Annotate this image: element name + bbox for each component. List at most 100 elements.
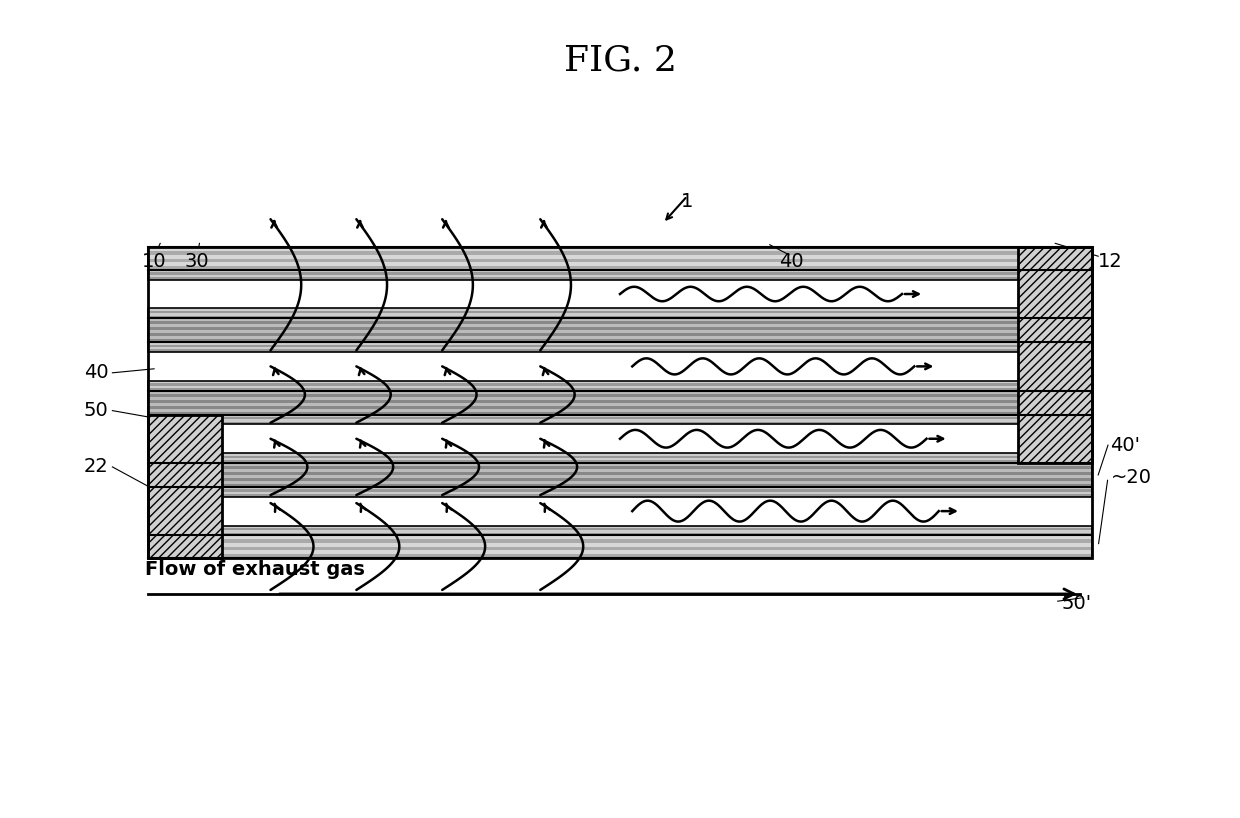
Bar	[148, 247, 1092, 251]
Bar	[148, 251, 1092, 255]
Bar	[148, 384, 1092, 385]
Text: 30: 30	[185, 252, 210, 272]
Bar	[148, 478, 1092, 481]
Text: 50: 50	[84, 401, 109, 420]
Bar	[148, 324, 1092, 327]
Bar	[148, 415, 1092, 417]
Text: 40': 40'	[1111, 436, 1141, 455]
Bar	[148, 526, 1092, 535]
Bar	[148, 458, 1092, 461]
Bar	[148, 528, 1092, 530]
Bar	[148, 497, 1092, 526]
Text: 40: 40	[780, 252, 804, 272]
Bar	[148, 318, 1092, 342]
Bar	[148, 247, 1092, 558]
Text: 1: 1	[681, 192, 693, 211]
Bar	[148, 316, 1092, 318]
Bar	[148, 533, 1092, 535]
Bar	[148, 270, 1092, 280]
Bar	[148, 258, 1092, 263]
Bar	[148, 330, 1092, 333]
Bar	[148, 402, 1092, 406]
Bar	[148, 266, 1092, 270]
Bar	[148, 342, 1092, 344]
Bar	[148, 481, 1092, 484]
Bar	[148, 272, 1092, 275]
Bar	[148, 422, 1092, 425]
Bar	[148, 247, 1092, 558]
Text: 22: 22	[84, 457, 109, 476]
Bar	[148, 487, 1092, 497]
Bar	[148, 554, 1092, 558]
Bar	[148, 263, 1092, 266]
Bar	[148, 336, 1092, 339]
Bar	[148, 466, 1092, 469]
Bar	[148, 393, 1092, 397]
Bar	[148, 463, 1092, 487]
Text: Flow of exhaust gas: Flow of exhaust gas	[145, 560, 366, 579]
Bar	[148, 494, 1092, 497]
Bar	[148, 339, 1092, 342]
Bar	[1018, 247, 1092, 463]
Bar	[148, 308, 1092, 311]
Bar	[148, 463, 1092, 466]
Bar	[148, 526, 1092, 528]
Bar	[148, 546, 1092, 551]
Bar	[148, 456, 1092, 458]
Bar	[148, 409, 1092, 411]
Bar	[148, 530, 1092, 533]
Bar	[148, 415, 222, 558]
Bar	[148, 406, 1092, 409]
Bar	[148, 543, 1092, 546]
Bar	[148, 247, 1092, 270]
Bar	[148, 489, 1092, 492]
Bar	[148, 425, 1092, 453]
Text: 12: 12	[1099, 252, 1122, 272]
Bar	[148, 420, 1092, 422]
Bar	[148, 417, 1092, 420]
Bar	[148, 411, 1092, 415]
Bar	[148, 311, 1092, 313]
Text: ~20: ~20	[1111, 468, 1152, 487]
Bar	[148, 397, 1092, 399]
Bar	[148, 385, 1092, 388]
Bar	[148, 344, 1092, 347]
Bar	[148, 390, 1092, 393]
Bar	[148, 453, 1092, 456]
Bar	[148, 333, 1092, 336]
Bar	[148, 487, 1092, 489]
Bar	[148, 352, 1092, 381]
Bar	[148, 321, 1092, 324]
Bar	[148, 399, 1092, 402]
Bar	[148, 270, 1092, 272]
Bar	[148, 277, 1092, 280]
Text: 50': 50'	[1061, 594, 1091, 614]
Bar	[148, 349, 1092, 352]
Bar	[148, 472, 1092, 475]
Bar	[148, 313, 1092, 316]
Bar	[148, 539, 1092, 543]
Bar	[148, 255, 1092, 258]
Bar	[148, 275, 1092, 277]
Text: 10: 10	[141, 252, 166, 272]
Bar	[148, 492, 1092, 494]
Bar	[148, 461, 1092, 463]
Bar	[148, 381, 1092, 390]
Bar	[148, 469, 1092, 472]
Text: 40: 40	[84, 363, 109, 382]
Bar	[148, 327, 1092, 330]
Bar	[148, 453, 1092, 463]
Bar	[148, 347, 1092, 349]
Bar	[148, 388, 1092, 390]
Bar	[148, 475, 1092, 478]
Bar	[148, 381, 1092, 384]
Bar	[148, 308, 1092, 318]
Bar	[148, 535, 1092, 558]
Bar	[148, 342, 1092, 352]
Bar	[148, 318, 1092, 321]
Bar	[148, 390, 1092, 415]
Bar	[148, 551, 1092, 554]
Text: FIG. 2: FIG. 2	[563, 43, 677, 77]
Bar	[148, 484, 1092, 487]
Bar	[148, 280, 1092, 308]
